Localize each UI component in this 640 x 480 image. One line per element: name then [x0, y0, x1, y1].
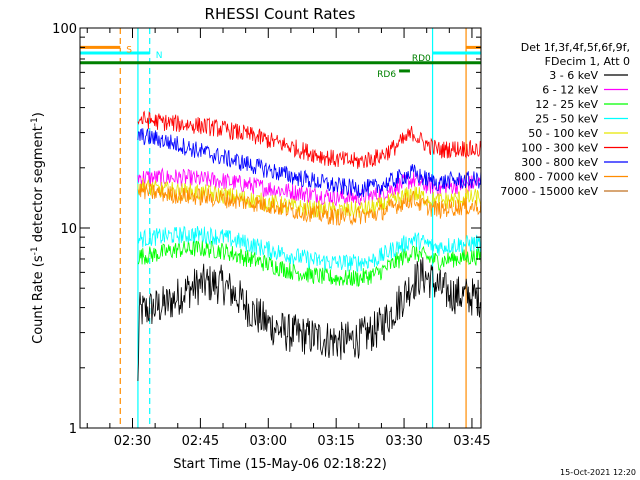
series-line-6-12keV	[137, 167, 481, 207]
legend-label: 12 - 25 keV	[535, 98, 598, 111]
series-line-100-300keV	[137, 110, 481, 169]
series-line-3-6keV	[137, 257, 481, 382]
x-tick-label: 03:30	[385, 434, 422, 449]
series-line-25-50keV	[137, 225, 481, 273]
series-line-50-100keV	[137, 177, 481, 219]
x-tick-label: 03:00	[250, 434, 287, 449]
legend-label: 800 - 7000 keV	[514, 171, 598, 184]
y-tick-label: 100	[52, 22, 77, 37]
x-tick-label: 03:15	[317, 434, 354, 449]
y-tick-label: 1	[69, 422, 77, 437]
y-tick-label: 10	[60, 222, 77, 237]
legend-label: 100 - 300 keV	[521, 142, 598, 155]
series-line-800-7000keV	[137, 182, 481, 226]
series-line-12-25keV	[137, 239, 481, 288]
annotation-label-S: S	[126, 45, 132, 55]
legend-label: 6 - 12 keV	[542, 84, 598, 97]
series-line-300-800keV	[137, 128, 481, 198]
x-tick-label: 02:45	[182, 434, 219, 449]
legend-header-2: FDecim 1, Att 0	[545, 55, 630, 68]
legend-header-1: Det 1f,3f,4f,5f,6f,9f,	[521, 41, 630, 54]
x-tick-label: 03:45	[453, 434, 490, 449]
annotation-label-RD0: RD0	[412, 54, 431, 64]
legend-label: 300 - 800 keV	[521, 156, 598, 169]
legend-label: 3 - 6 keV	[549, 69, 598, 82]
y-axis-label: Count Rate (s-1 detector segment-1)	[30, 112, 46, 344]
annotation-label-N: N	[156, 51, 163, 61]
legend-label: 25 - 50 keV	[535, 113, 598, 126]
legend-label: 7000 - 15000 keV	[500, 185, 598, 198]
x-axis-label: Start Time (15-May-06 02:18:22)	[173, 457, 387, 472]
footer-date: 15-Oct-2021 12:20	[560, 468, 636, 477]
legend: Det 1f,3f,4f,5f,6f,9f, FDecim 1, Att 0 3…	[500, 41, 630, 198]
x-tick-label: 02:30	[114, 434, 151, 449]
annotation-label-RD6: RD6	[377, 70, 396, 80]
legend-label: 50 - 100 keV	[528, 127, 598, 140]
plot-frame	[79, 27, 482, 429]
chart-title: RHESSI Count Rates	[205, 5, 356, 23]
